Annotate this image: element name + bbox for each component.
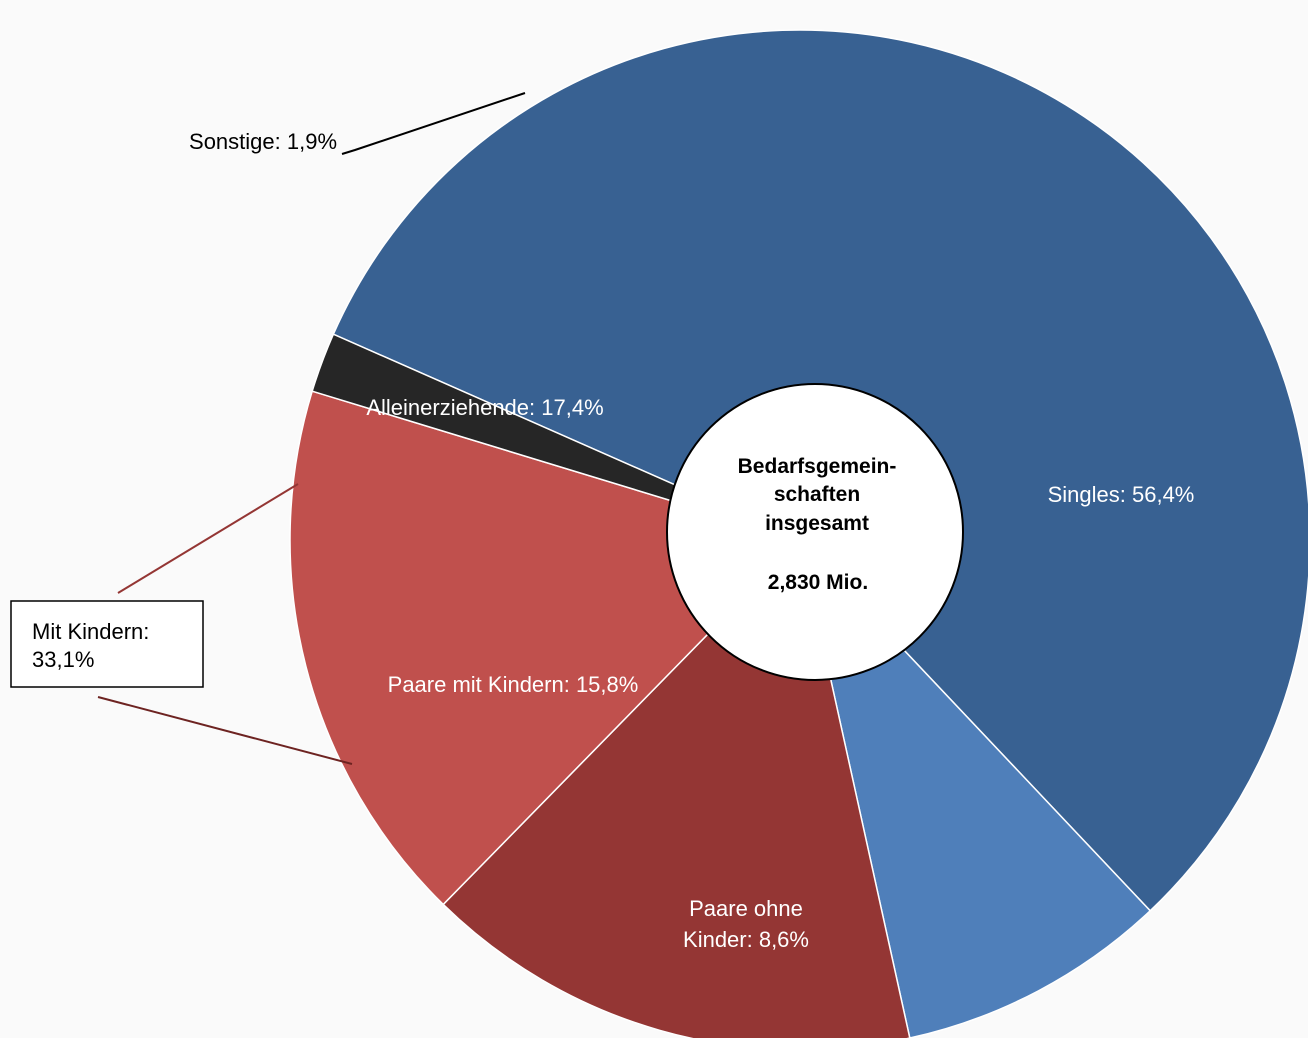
callout-mit-kindern-line-1: Mit Kindern: <box>32 619 149 644</box>
center-total: 2,830 Mio. <box>768 571 868 594</box>
label-singles: Singles: 56,4% <box>1048 482 1195 507</box>
center-title-line-2: schaften <box>774 483 860 506</box>
center-title-line-3: insgesamt <box>765 512 869 535</box>
label-sonstige: Sonstige: 1,9% <box>189 129 337 154</box>
slice-paare-ohne-kinder <box>798 537 1152 1038</box>
label-paare-mit-kindern: Paare mit Kindern: 15,8% <box>388 672 639 697</box>
label-paare-ohne-kinder-line-1: Paare ohne <box>689 896 803 921</box>
callout-mit-kindern-line-2: 33,1% <box>32 647 94 672</box>
leader-line-mit-kindern-lower <box>97 696 353 765</box>
leader-line-sonstige <box>341 92 526 155</box>
center-circle <box>666 383 964 681</box>
center-title-line-1: Bedarfsgemein- <box>738 455 897 478</box>
callout-box-mit-kindern <box>10 600 204 688</box>
leader-line-mit-kindern-upper <box>117 483 299 594</box>
label-paare-ohne-kinder-line-2: Kinder: 8,6% <box>683 927 809 952</box>
label-alleinerziehende: Alleinerziehende: 17,4% <box>366 395 603 420</box>
